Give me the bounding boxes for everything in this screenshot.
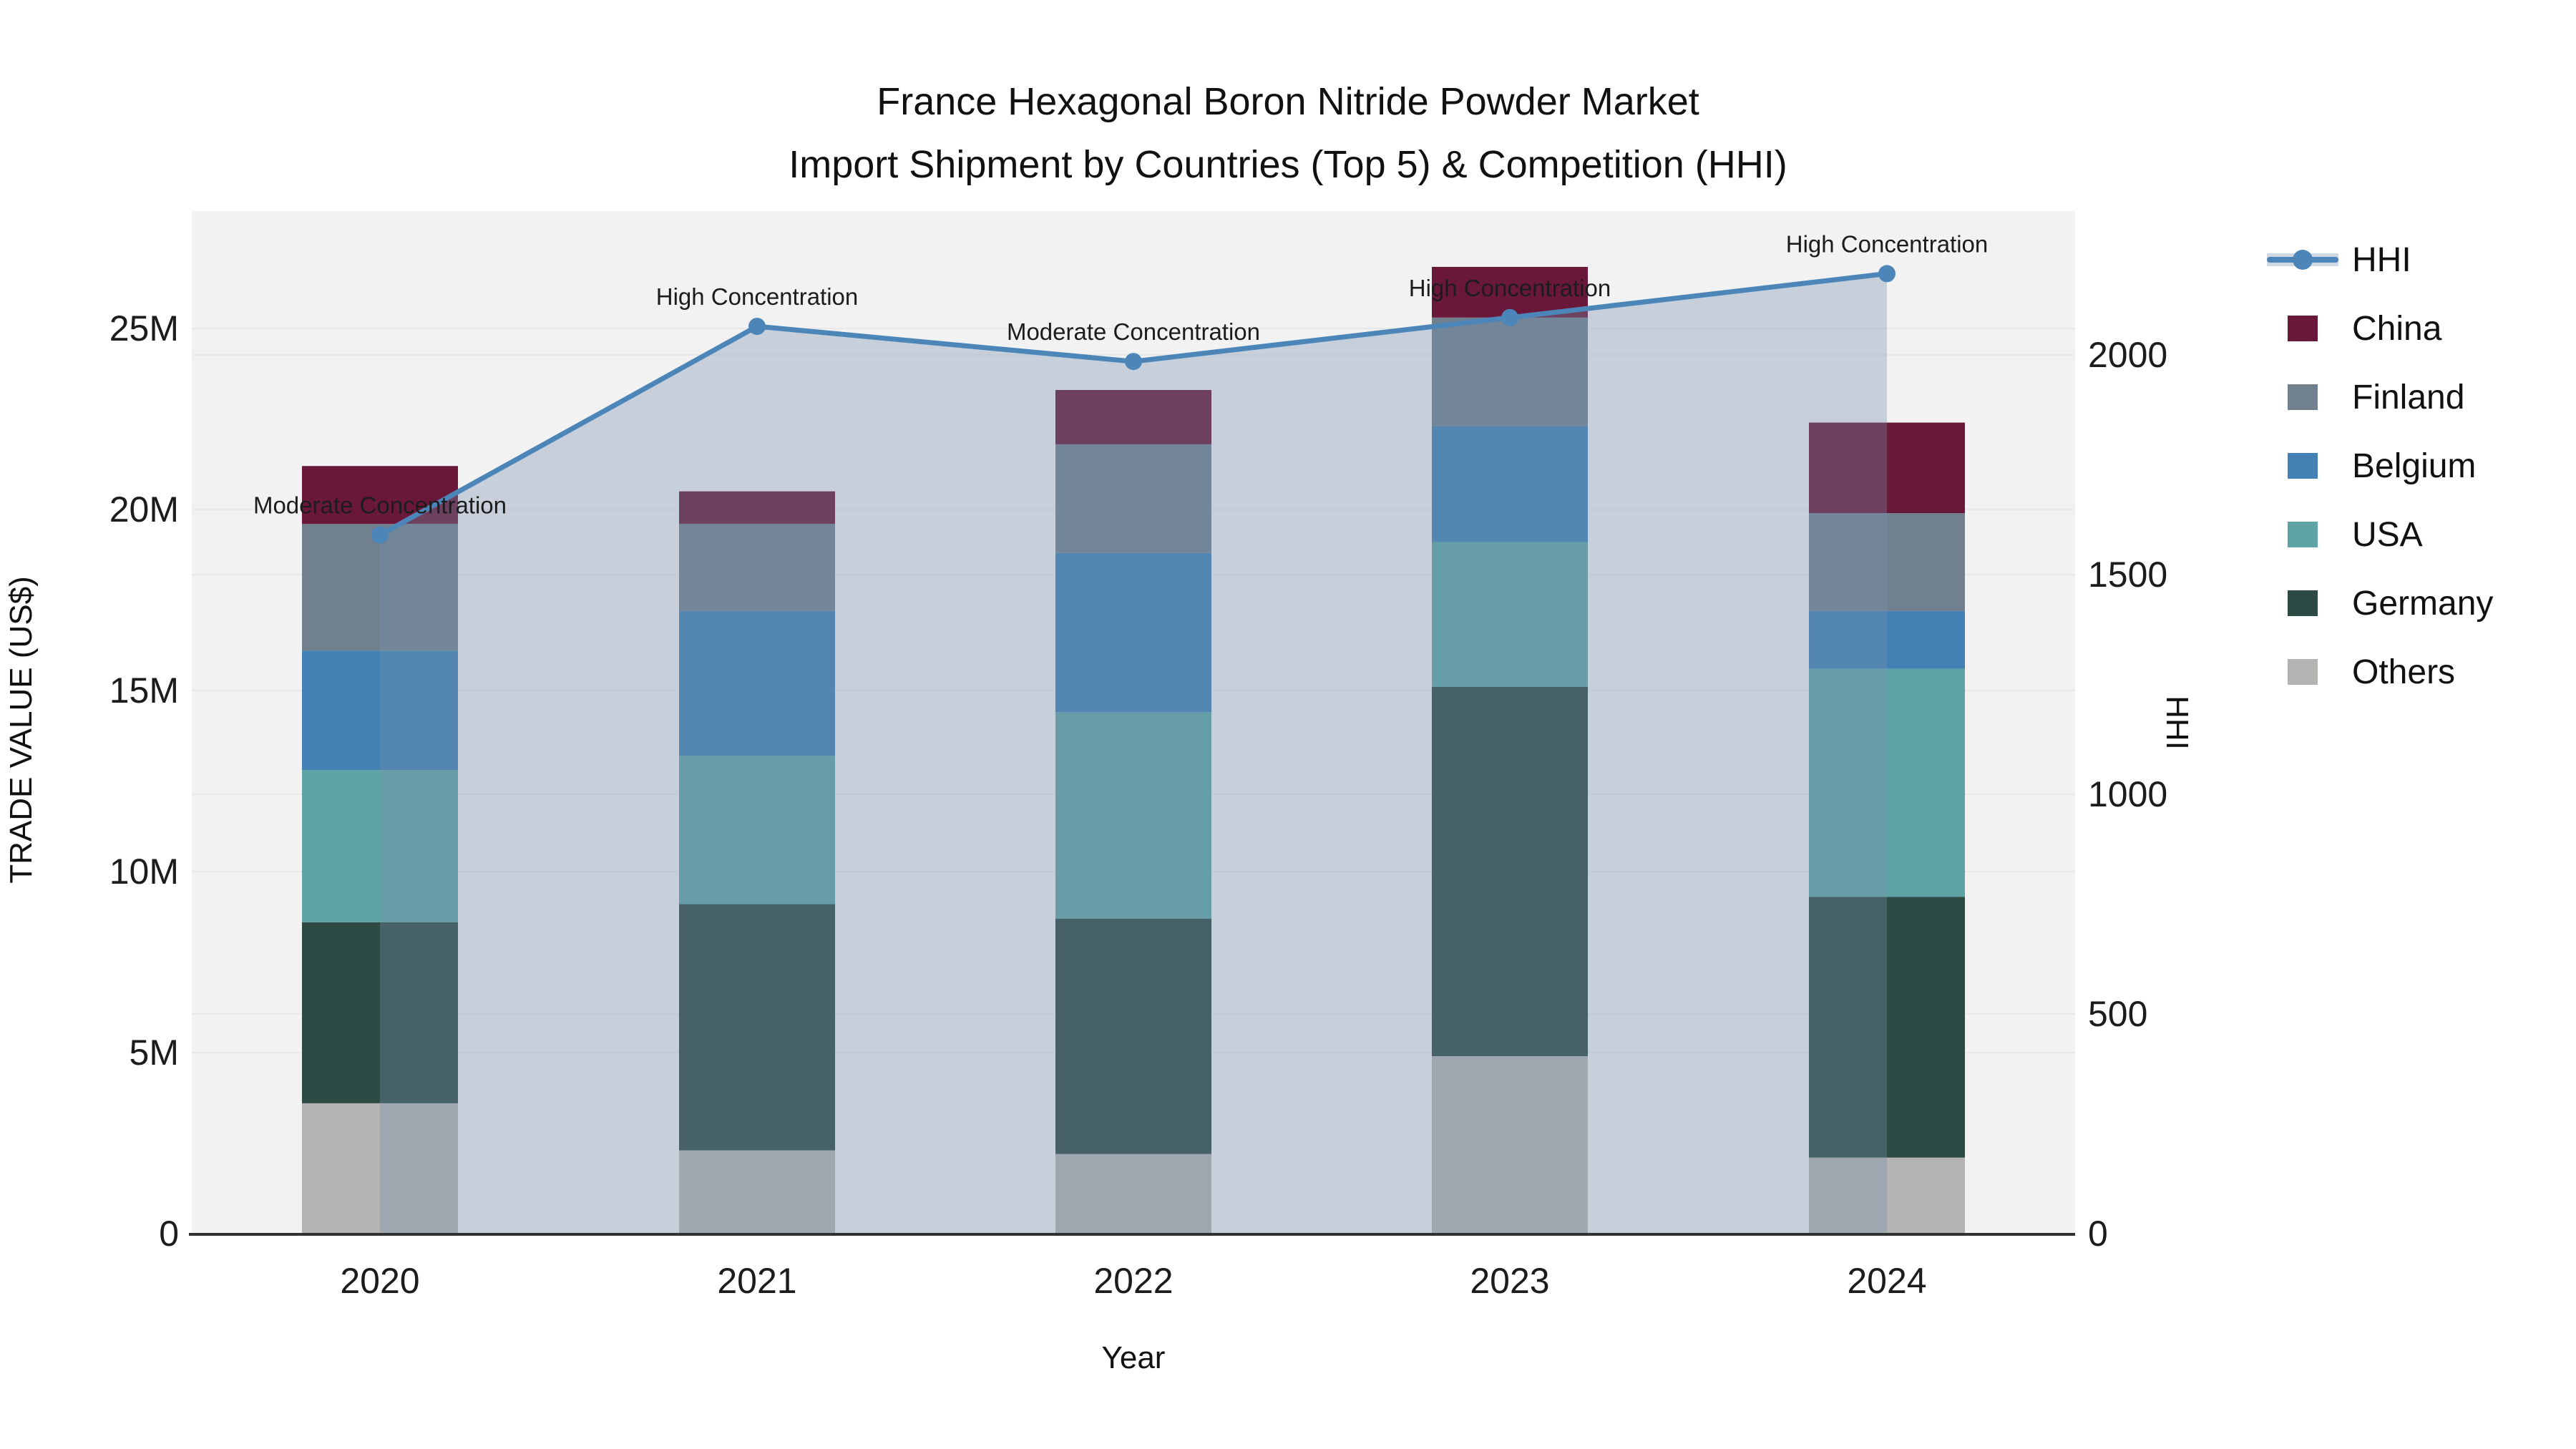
hhi-marker-2020[interactable] (371, 526, 389, 544)
bar-segment-others-2020[interactable] (302, 1103, 458, 1234)
bar-segment-belgium-2020[interactable] (302, 650, 458, 771)
annotation-2023: High Concentration (1409, 275, 1611, 301)
bar-segment-germany-2020[interactable] (302, 922, 458, 1103)
legend: HHI China Finland Belgium USA Germany Others (2267, 225, 2493, 706)
legend-item-belgium[interactable]: Belgium (2267, 431, 2493, 500)
y2-tick-label: 500 (2088, 994, 2147, 1034)
y1-tick-label: 10M (109, 852, 179, 892)
y2-axis-title: HHI (2160, 696, 2195, 750)
bar-segment-others-2022[interactable] (1055, 1153, 1211, 1234)
legend-swatch-icon (2288, 590, 2318, 616)
bar-segment-finland-2024[interactable] (1809, 513, 1965, 611)
legend-item-hhi[interactable]: HHI (2267, 225, 2493, 294)
legend-item-others[interactable]: Others (2267, 638, 2493, 706)
legend-item-germany[interactable]: Germany (2267, 569, 2493, 638)
y1-tick-label: 5M (130, 1033, 179, 1073)
legend-swatch-icon (2288, 316, 2318, 341)
legend-label: Germany (2352, 584, 2494, 623)
annotation-2020: Moderate Concentration (253, 492, 507, 519)
y2-tick-label: 1000 (2088, 774, 2167, 814)
hhi-marker-2021[interactable] (748, 318, 766, 336)
bar-segment-belgium-2022[interactable] (1055, 552, 1211, 713)
hhi-marker-2022[interactable] (1125, 353, 1142, 371)
legend-swatch-icon (2288, 384, 2318, 410)
bar-segment-finland-2020[interactable] (302, 524, 458, 651)
hhi-marker-2024[interactable] (1878, 265, 1896, 283)
legend-swatch-icon (2288, 453, 2318, 479)
bar-segment-usa-2022[interactable] (1055, 712, 1211, 919)
x-tick-label: 2023 (1470, 1261, 1549, 1301)
legend-item-china[interactable]: China (2267, 294, 2493, 363)
bar-segment-usa-2024[interactable] (1809, 668, 1965, 897)
y1-tick-label: 15M (109, 670, 179, 711)
x-tick-label: 2024 (1847, 1261, 1926, 1301)
bar-segment-china-2022[interactable] (1055, 390, 1211, 444)
y1-tick-label: 0 (159, 1214, 179, 1254)
bar-segment-germany-2024[interactable] (1809, 897, 1965, 1158)
bar-segment-china-2020[interactable] (302, 466, 458, 525)
bar-segment-usa-2020[interactable] (302, 770, 458, 922)
bar-segment-others-2021[interactable] (679, 1150, 835, 1234)
hhi-line-swatch-icon (2267, 245, 2338, 274)
legend-item-usa[interactable]: USA (2267, 500, 2493, 569)
y2-tick-label: 0 (2088, 1214, 2108, 1254)
legend-label: HHI (2352, 240, 2411, 279)
legend-label: USA (2352, 515, 2423, 554)
legend-label: Others (2352, 653, 2456, 691)
x-tick-label: 2021 (717, 1261, 796, 1301)
y-axis-title: TRADE VALUE (US$) (4, 576, 39, 884)
bar-segment-finland-2021[interactable] (679, 524, 835, 611)
x-tick-label: 2022 (1093, 1261, 1173, 1301)
legend-label: Belgium (2352, 447, 2477, 485)
legend-dot (2293, 250, 2313, 270)
chart-title: France Hexagonal Boron Nitride Powder Ma… (0, 70, 2576, 196)
y2-tick-label: 2000 (2088, 335, 2167, 375)
y1-tick-label: 25M (109, 308, 179, 348)
legend-item-finland[interactable]: Finland (2267, 363, 2493, 431)
bar-segment-others-2023[interactable] (1432, 1056, 1588, 1234)
hhi-area-fill (380, 273, 1887, 1234)
x-axis-line (189, 1233, 2075, 1236)
annotation-2021: High Concentration (656, 283, 859, 310)
bar-segment-china-2024[interactable] (1809, 422, 1965, 514)
bar-segment-germany-2021[interactable] (679, 904, 835, 1151)
bar-segment-belgium-2024[interactable] (1809, 610, 1965, 669)
legend-swatch-icon (2288, 522, 2318, 547)
bar-segment-germany-2022[interactable] (1055, 918, 1211, 1154)
chart-title-line1: France Hexagonal Boron Nitride Powder Ma… (877, 80, 1699, 123)
bar-segment-germany-2023[interactable] (1432, 686, 1588, 1057)
annotation-2024: High Concentration (1786, 230, 1989, 257)
legend-swatch-icon (2288, 659, 2318, 685)
bar-segment-belgium-2023[interactable] (1432, 426, 1588, 542)
bar-segment-china-2021[interactable] (679, 491, 835, 525)
y2-tick-label: 1500 (2088, 555, 2167, 595)
bar-segment-belgium-2021[interactable] (679, 610, 835, 756)
bar-segment-others-2024[interactable] (1809, 1157, 1965, 1234)
bar-segment-usa-2021[interactable] (679, 756, 835, 904)
annotation-2022: Moderate Concentration (1007, 318, 1260, 345)
chart-title-line2: Import Shipment by Countries (Top 5) & C… (789, 143, 1787, 186)
hhi-marker-2023[interactable] (1501, 308, 1518, 326)
legend-label: China (2352, 309, 2442, 348)
y1-tick-label: 20M (109, 489, 179, 530)
x-tick-label: 2020 (340, 1261, 419, 1301)
x-axis-title: Year (1101, 1340, 1166, 1375)
bar-segment-finland-2022[interactable] (1055, 444, 1211, 553)
bar-segment-finland-2023[interactable] (1432, 317, 1588, 426)
legend-label: Finland (2352, 378, 2465, 416)
bar-segment-usa-2023[interactable] (1432, 542, 1588, 687)
